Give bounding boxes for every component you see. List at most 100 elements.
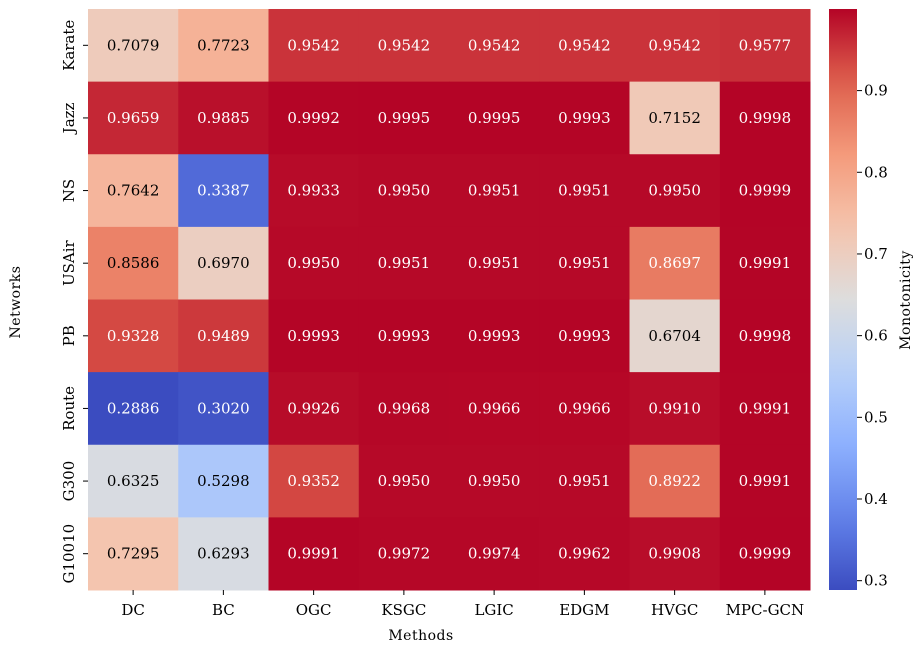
cell-value-label: 0.9951 (378, 254, 431, 272)
heatmap-cell (268, 372, 360, 446)
cell-value-label: 0.9951 (558, 472, 611, 490)
cell-value-label: 0.7152 (648, 109, 701, 127)
heatmap-cell (178, 299, 269, 373)
cell-value-label: 0.9992 (287, 109, 340, 127)
y-axis-ticks: Karate Jazz NS USAir PB Route G300 G10010 (60, 20, 88, 584)
y-tick-label: Karate (60, 20, 78, 71)
cell-value-label: 0.9991 (739, 472, 792, 490)
cell-value-label: 0.9962 (558, 545, 611, 563)
heatmap-cell (539, 299, 630, 373)
cell-value-label: 0.9885 (197, 109, 250, 127)
heatmap-cell (358, 517, 450, 591)
cell-value-label: 0.3387 (197, 182, 250, 200)
cell-value-label: 0.9328 (107, 327, 160, 345)
colorbar-ticks: 0.3 0.4 0.5 0.6 0.7 0.8 0.9 (857, 82, 888, 590)
colorbar-tick-label: 0.6 (864, 327, 888, 345)
cell-value-label: 0.9542 (468, 36, 521, 54)
cell-value-label: 0.9993 (558, 327, 611, 345)
cell-value-label: 0.9542 (378, 36, 431, 54)
cell-value-label: 0.7079 (107, 36, 160, 54)
heatmap-cell (358, 9, 450, 83)
heatmap-cell (719, 81, 811, 155)
heatmap-cell (629, 226, 721, 300)
y-tick-label: NS (60, 179, 78, 202)
heatmap-cell (88, 517, 179, 591)
heatmap-cell (268, 81, 360, 155)
heatmap-cell (449, 9, 540, 83)
y-tick-label: USAir (60, 239, 78, 286)
x-tick-label: MPC-GCN (726, 601, 805, 619)
colorbar (829, 9, 857, 590)
cell-value-label: 0.7642 (107, 182, 160, 200)
heatmap-cell (629, 372, 721, 446)
heatmap-cell (88, 226, 179, 300)
heatmap-cell (539, 154, 630, 228)
cell-value-label: 0.9926 (287, 399, 340, 417)
heatmap-cell (358, 299, 450, 373)
cell-value-label: 0.9995 (378, 109, 431, 127)
heatmap-cell (358, 81, 450, 155)
heatmap-cell (449, 444, 540, 518)
cell-value-label: 0.9489 (197, 327, 250, 345)
cell-value-labels: 0.7079 0.7723 0.9542 0.9542 0.9542 0.9542 0.95… (107, 36, 791, 562)
cell-value-label: 0.3020 (197, 399, 250, 417)
cell-value-label: 0.9999 (739, 545, 792, 563)
heatmap-cell (629, 444, 721, 518)
cell-value-label: 0.9950 (378, 472, 431, 490)
cell-value-label: 0.9991 (739, 254, 792, 272)
x-axis-ticks: DC BC OGC KSGC LGIC EDGM HVGC MPC-GCN (121, 590, 804, 619)
cell-value-label: 0.9542 (648, 36, 701, 54)
heatmap-cell (358, 444, 450, 518)
heatmap-cell (719, 517, 811, 591)
cell-value-label: 0.9972 (378, 545, 431, 563)
heatmap-cell (539, 444, 630, 518)
heatmap-cell (178, 372, 269, 446)
cell-value-label: 0.9542 (558, 36, 611, 54)
cell-value-label: 0.7723 (197, 36, 250, 54)
x-tick-label: OGC (296, 601, 332, 619)
cell-value-label: 0.6293 (197, 545, 250, 563)
heatmap-cell (178, 226, 269, 300)
y-tick-label: PB (60, 325, 78, 346)
cell-value-label: 0.2886 (107, 399, 160, 417)
colorbar-tick-label: 0.8 (864, 163, 888, 181)
heatmap-cell (268, 154, 360, 228)
heatmap-cell (358, 226, 450, 300)
cell-value-label: 0.9950 (648, 182, 701, 200)
colorbar-tick-label: 0.3 (864, 572, 888, 590)
heatmap-cell (539, 226, 630, 300)
cell-value-label: 0.9991 (739, 399, 792, 417)
colorbar-tick-label: 0.7 (864, 245, 888, 263)
heatmap-cell (539, 9, 630, 83)
heatmap-cell (629, 517, 721, 591)
cell-value-label: 0.9993 (468, 327, 521, 345)
heatmap-cell (719, 444, 811, 518)
heatmap-cell (449, 154, 540, 228)
heatmap-cell (88, 299, 179, 373)
y-tick-label: G300 (60, 461, 78, 502)
cell-value-label: 0.8697 (648, 254, 701, 272)
cell-value-label: 0.9993 (287, 327, 340, 345)
cell-value-label: 0.9577 (739, 36, 792, 54)
heatmap-cell (88, 372, 179, 446)
x-axis-title: Methods (388, 628, 453, 644)
x-tick-label: EDGM (559, 601, 609, 619)
cell-value-label: 0.9951 (558, 182, 611, 200)
heatmap-cells (88, 9, 811, 591)
heatmap-cell (268, 9, 360, 83)
heatmap-cell (178, 9, 269, 83)
cell-value-label: 0.5298 (197, 472, 250, 490)
cell-value-label: 0.6970 (197, 254, 250, 272)
heatmap-cell (449, 226, 540, 300)
cell-value-label: 0.9950 (287, 254, 340, 272)
x-tick-label: LGIC (474, 601, 513, 619)
cell-value-label: 0.9966 (558, 399, 611, 417)
heatmap-cell (88, 81, 179, 155)
heatmap-cell (178, 517, 269, 591)
cell-value-label: 0.8586 (107, 254, 160, 272)
y-tick-label: G10010 (60, 524, 78, 584)
heatmap-cell (719, 299, 811, 373)
cell-value-label: 0.9993 (558, 109, 611, 127)
cell-value-label: 0.6325 (107, 472, 160, 490)
